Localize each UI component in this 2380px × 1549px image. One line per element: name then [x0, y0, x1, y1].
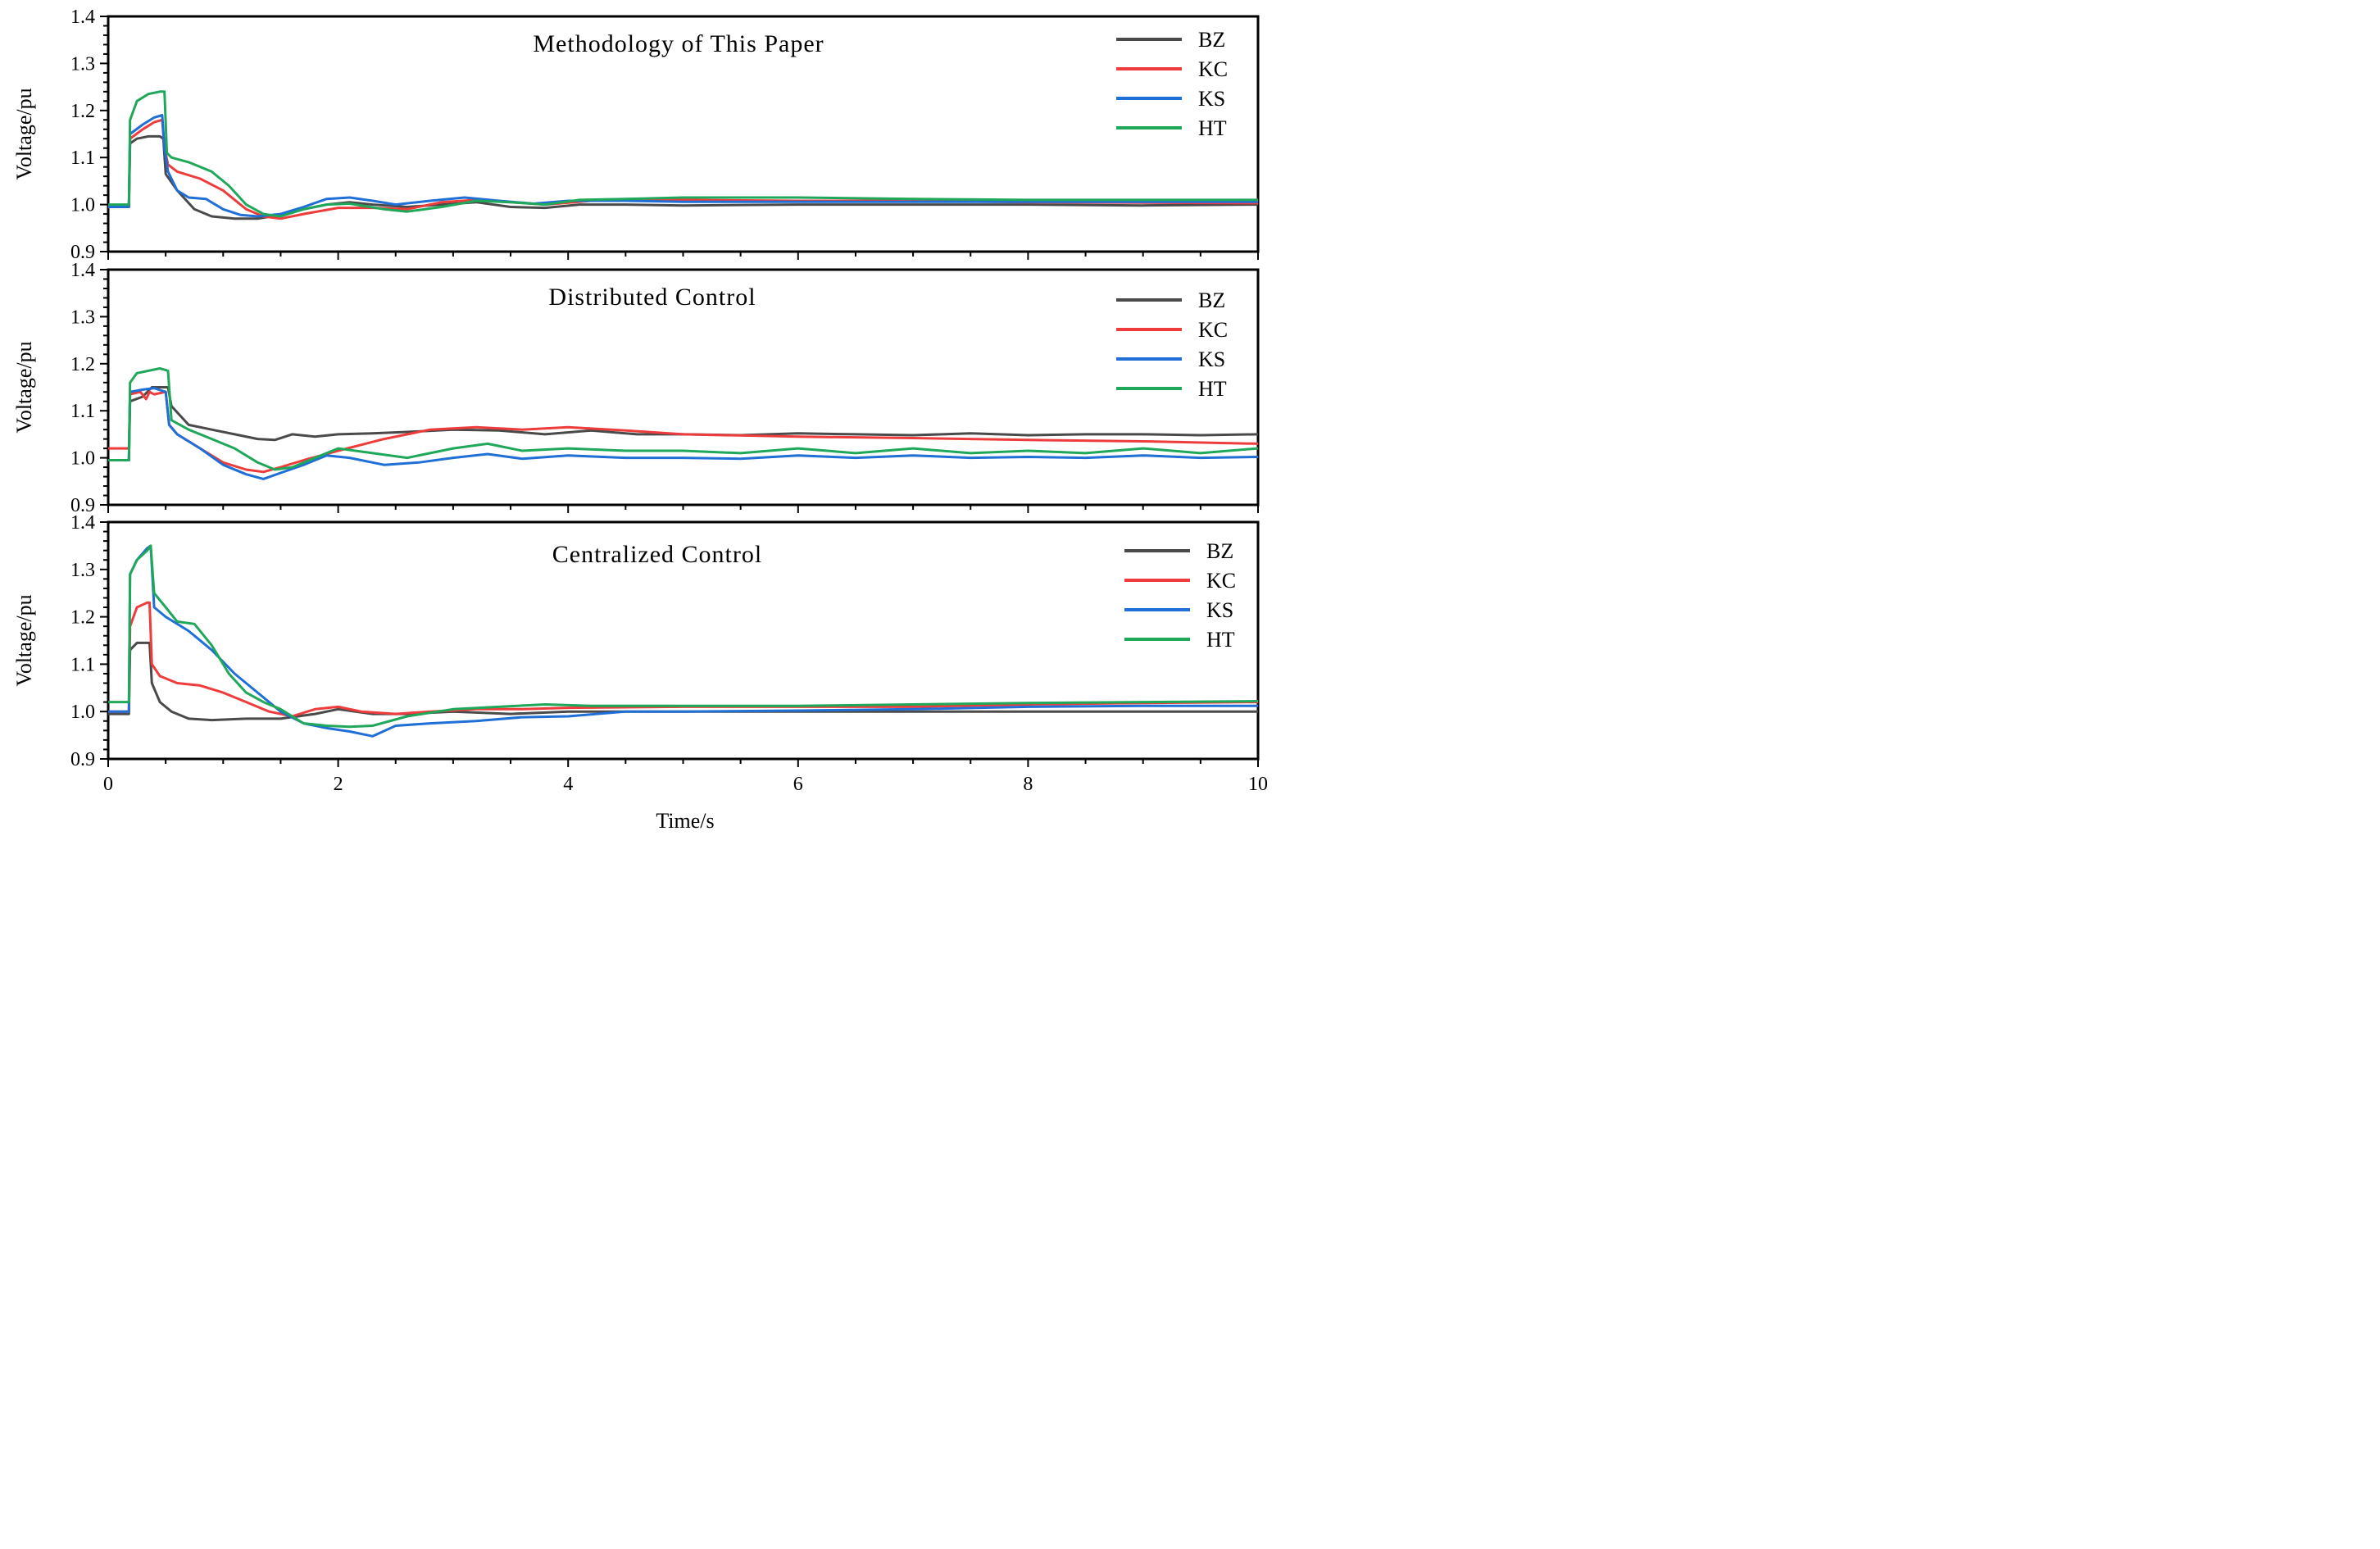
chart-title: Distributed Control — [548, 284, 756, 311]
y-tick-label: 1.2 — [70, 354, 95, 375]
chart-panel-2: 0.9 1.0 1.1 1.2 1.3 1.4 Voltage/pu Distributed … — [12, 260, 1260, 516]
legend-label-bz: BZ — [1206, 539, 1233, 563]
legend-label-ks: KS — [1198, 348, 1225, 371]
series-line-kc — [108, 118, 1259, 220]
chart-panel-1: 0.9 1.0 1.1 1.2 1.3 1.4 Voltage/pu Methodology … — [12, 7, 1260, 263]
legend-label-kc: KC — [1198, 57, 1228, 81]
x-tick-label: 2 — [334, 774, 343, 795]
y-tick-label: 1.4 — [70, 7, 95, 28]
x-axis-label: Time/s — [656, 809, 714, 833]
legend-label-kc: KC — [1198, 318, 1228, 342]
series-line-ks — [108, 387, 1259, 480]
legend-label-ht: HT — [1198, 116, 1227, 140]
series-line-kc — [108, 390, 1259, 474]
y-tick-label: 1.3 — [70, 307, 95, 328]
legend: BZ KC KS HT — [1116, 28, 1228, 140]
y-tick-label: 1.4 — [70, 512, 95, 534]
legend-label-ht: HT — [1198, 377, 1227, 401]
chart-panel-3: 0.9 1.0 1.1 1.2 1.3 1.4 0 2 4 6 8 10 Voltage/pu Centr… — [12, 512, 1268, 795]
legend-label-ht: HT — [1206, 628, 1235, 652]
y-tick-label: 1.1 — [70, 654, 95, 675]
legend-label-ks: KS — [1198, 87, 1225, 111]
chart-title: Centralized Control — [552, 541, 762, 568]
y-tick-label: 1.0 — [70, 448, 95, 470]
x-tick-label: 10 — [1248, 774, 1268, 795]
y-tick-label: 1.0 — [70, 195, 95, 216]
x-tick-label: 8 — [1023, 774, 1033, 795]
y-axis-label: Voltage/pu — [12, 341, 36, 433]
y-axis-label: Voltage/pu — [12, 88, 36, 179]
y-tick-label: 0.9 — [70, 749, 95, 770]
y-tick-label: 0.9 — [70, 242, 95, 263]
series-line-ht — [108, 90, 1258, 218]
y-tick-label: 1.0 — [70, 702, 95, 723]
y-tick-label: 1.3 — [70, 53, 95, 75]
series-line-ht — [108, 544, 1259, 729]
y-axis-label: Voltage/pu — [12, 594, 36, 686]
legend: BZ KC KS HT — [1124, 539, 1236, 652]
series-line-kc — [108, 601, 1259, 718]
chart-panels: 0.9 1.0 1.1 1.2 1.3 1.4 Voltage/pu Methodology … — [12, 7, 1268, 795]
series-line-ks — [108, 114, 1258, 218]
legend-label-kc: KC — [1206, 569, 1236, 593]
y-tick-label: 1.2 — [70, 607, 95, 629]
legend-label-ks: KS — [1206, 598, 1233, 622]
x-tick-label: 0 — [103, 774, 113, 795]
series-line-ht — [108, 367, 1259, 471]
series-line-bz — [108, 386, 1259, 461]
chart-title: Methodology of This Paper — [533, 30, 824, 57]
series-line-bz — [108, 134, 1259, 220]
y-tick-label: 1.1 — [70, 148, 95, 169]
legend-label-bz: BZ — [1198, 288, 1225, 312]
legend: BZ KC KS HT — [1116, 288, 1228, 401]
legend-label-bz: BZ — [1198, 28, 1225, 52]
y-tick-label: 0.9 — [70, 495, 95, 516]
y-tick-label: 1.1 — [70, 401, 95, 422]
y-tick-label: 1.2 — [70, 101, 95, 122]
x-tick-label: 6 — [793, 774, 803, 795]
y-tick-label: 1.4 — [70, 260, 95, 281]
figure: 0.9 1.0 1.1 1.2 1.3 1.4 Voltage/pu Methodology … — [12, 7, 1268, 833]
y-tick-label: 1.3 — [70, 560, 95, 581]
x-tick-label: 4 — [563, 774, 573, 795]
